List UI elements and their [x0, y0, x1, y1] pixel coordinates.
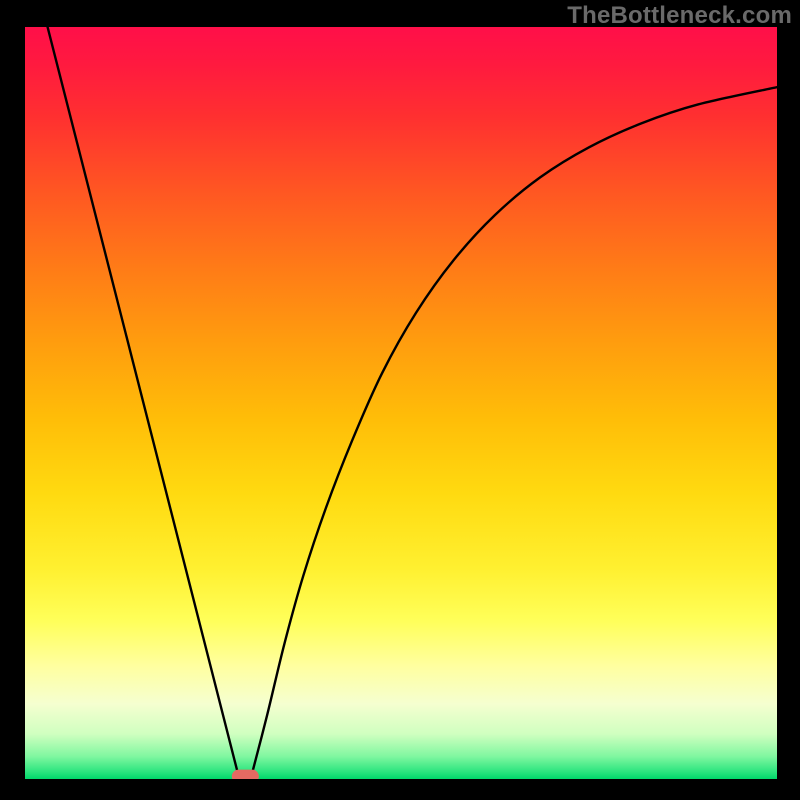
- watermark-text: TheBottleneck.com: [567, 2, 792, 30]
- optimum-marker: [232, 770, 259, 779]
- plot-area: [25, 27, 777, 779]
- chart-svg: [25, 27, 777, 779]
- gradient-background: [25, 27, 777, 779]
